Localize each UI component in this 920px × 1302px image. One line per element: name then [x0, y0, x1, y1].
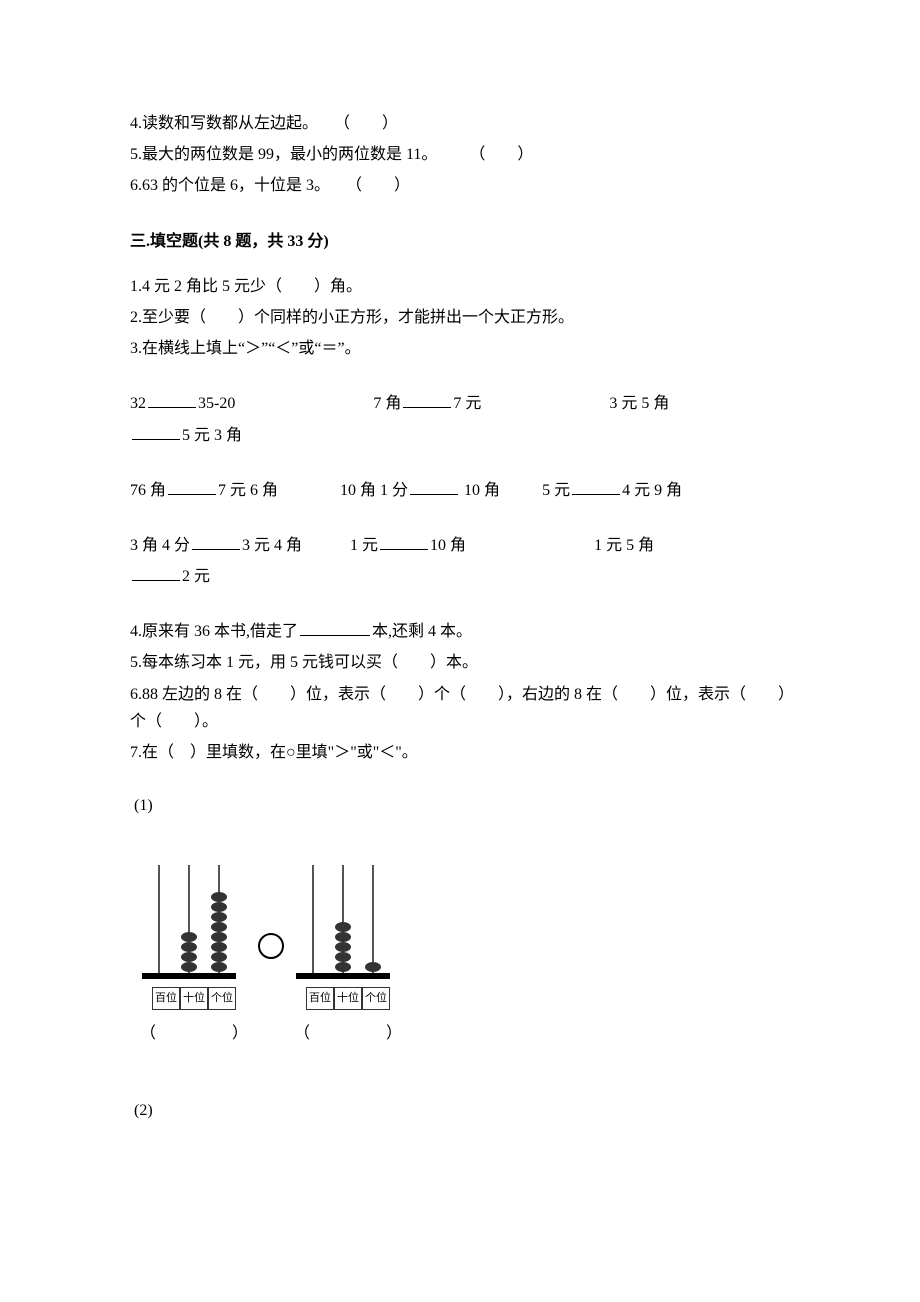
blank[interactable]	[132, 563, 180, 581]
r2a-post: 7 元 6 角	[218, 482, 278, 499]
tf-q6: 6.63 的个位是 6，十位是 3。 （ ）	[130, 172, 790, 199]
comparison-row-1b: 5 元 3 角	[130, 422, 790, 449]
comparison-row-3b: 2 元	[130, 563, 790, 590]
blank[interactable]	[572, 477, 620, 495]
paren-open: （	[140, 1020, 156, 1047]
r2a-pre: 76 角	[130, 482, 166, 499]
compare-circle-blank[interactable]	[258, 933, 284, 959]
r1c-post: 5 元 3 角	[182, 427, 242, 444]
abacus-right-paren: （ ）	[288, 1020, 408, 1047]
blank[interactable]	[380, 532, 428, 550]
fill-q4: 4.原来有 36 本书,借走了 本,还剩 4 本。	[130, 618, 790, 645]
r1c-pre: 3 元 5 角	[609, 395, 669, 412]
label-hundreds: 百位	[306, 987, 334, 1010]
blank[interactable]	[403, 391, 451, 409]
r3c-pre: 1 元 5 角	[594, 537, 654, 554]
r1b-post: 7 元	[453, 395, 481, 412]
r1a-post: 35-20	[198, 395, 235, 412]
r3c-post: 2 元	[182, 568, 210, 585]
blank[interactable]	[300, 619, 370, 637]
blank[interactable]	[168, 477, 216, 495]
fill-q6: 6.88 左边的 8 在（ ）位，表示（ ）个（ ），右边的 8 在（ ）位，表…	[130, 681, 790, 735]
blank[interactable]	[410, 477, 458, 495]
comparison-row-1: 32 35-20 7 角 7 元 3 元 5 角	[130, 390, 790, 417]
label-ones: 个位	[208, 987, 236, 1010]
fill-q1: 1.4 元 2 角比 5 元少（ ）角。	[130, 273, 790, 300]
paren-close: ）	[386, 1020, 402, 1047]
abacus-right-svg	[288, 855, 398, 985]
subpart-1: (1)	[134, 792, 790, 819]
tf-q4: 4.读数和写数都从左边起。 （ ）	[130, 110, 790, 137]
label-tens: 十位	[334, 987, 362, 1010]
paren-close: ）	[232, 1020, 248, 1047]
q4-pre: 4.原来有 36 本书,借走了	[130, 623, 298, 640]
comparison-row-2: 76 角 7 元 6 角 10 角 1 分 10 角 5 元 4 元 9 角	[130, 477, 790, 504]
fill-q2: 2.至少要（ ）个同样的小正方形，才能拼出一个大正方形。	[130, 304, 790, 331]
abacus-comparison: 百位 十位 个位 （ ） 百位 十位 个位 （ ）	[130, 855, 790, 1047]
blank[interactable]	[132, 422, 180, 440]
label-hundreds: 百位	[152, 987, 180, 1010]
r2c-post: 4 元 9 角	[622, 482, 682, 499]
fill-q5: 5.每本练习本 1 元，用 5 元钱可以买（ ）本。	[130, 649, 790, 676]
r1a-pre: 32	[130, 395, 146, 412]
paren-open: （	[294, 1020, 310, 1047]
r3a-pre: 3 角 4 分	[130, 537, 190, 554]
fill-q3-intro: 3.在横线上填上“＞”“＜”或“＝”。	[130, 335, 790, 362]
r2c-pre: 5 元	[542, 482, 570, 499]
r2b-pre: 10 角 1 分	[340, 482, 408, 499]
r1b-pre: 7 角	[373, 395, 401, 412]
blank[interactable]	[148, 391, 196, 409]
abacus-left-labels: 百位 十位 个位	[134, 987, 254, 1010]
abacus-left-svg	[134, 855, 244, 985]
r2b-post: 10 角	[460, 482, 500, 499]
subpart-2: (2)	[134, 1097, 790, 1124]
section-3-title: 三.填空题(共 8 题，共 33 分)	[130, 228, 790, 255]
abacus-right: 百位 十位 个位 （ ）	[288, 855, 408, 1047]
label-tens: 十位	[180, 987, 208, 1010]
fill-q7: 7.在（ ）里填数，在○里填"＞"或"＜"。	[130, 739, 790, 766]
r3b-post: 10 角	[430, 537, 466, 554]
blank[interactable]	[192, 532, 240, 550]
q4-post: 本,还剩 4 本。	[372, 623, 472, 640]
abacus-left: 百位 十位 个位 （ ）	[134, 855, 254, 1047]
abacus-right-labels: 百位 十位 个位	[288, 987, 408, 1010]
label-ones: 个位	[362, 987, 390, 1010]
r3b-pre: 1 元	[350, 537, 378, 554]
r3a-post: 3 元 4 角	[242, 537, 302, 554]
comparison-row-3: 3 角 4 分 3 元 4 角 1 元 10 角 1 元 5 角	[130, 532, 790, 559]
tf-q5: 5.最大的两位数是 99，最小的两位数是 11。 （ ）	[130, 141, 790, 168]
abacus-left-paren: （ ）	[134, 1020, 254, 1047]
